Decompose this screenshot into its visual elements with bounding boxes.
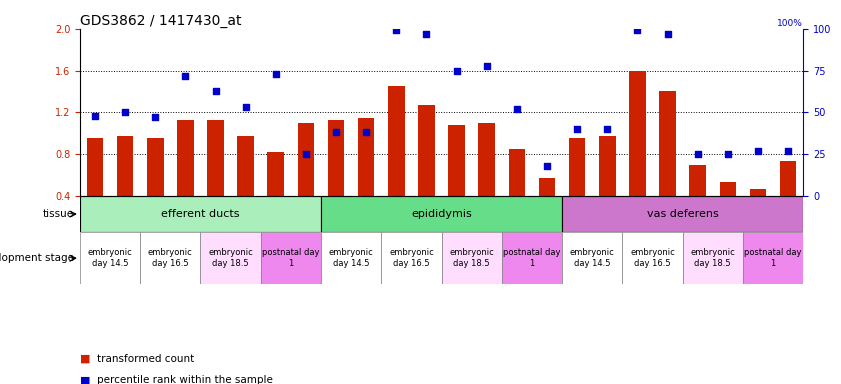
Point: [721, 151, 734, 157]
Point: [239, 104, 252, 110]
Point: [631, 27, 644, 33]
Bar: [659, 91, 676, 196]
Bar: [80, 232, 140, 284]
Bar: [358, 118, 374, 196]
Text: GDS3862 / 1417430_at: GDS3862 / 1417430_at: [80, 14, 241, 28]
Point: [389, 27, 403, 33]
Point: [691, 151, 705, 157]
Point: [119, 109, 132, 115]
Bar: [177, 120, 193, 196]
Point: [149, 114, 162, 121]
Bar: [267, 152, 284, 196]
Text: embryonic
day 14.5: embryonic day 14.5: [570, 248, 615, 268]
Bar: [237, 136, 254, 196]
Bar: [418, 105, 435, 196]
Bar: [321, 232, 381, 284]
Text: ■: ■: [80, 375, 90, 384]
Text: vas deferens: vas deferens: [647, 209, 718, 219]
Point: [510, 106, 524, 112]
Bar: [140, 232, 200, 284]
Bar: [780, 161, 796, 196]
Point: [359, 129, 373, 136]
Text: percentile rank within the sample: percentile rank within the sample: [97, 375, 272, 384]
Bar: [200, 232, 261, 284]
Bar: [381, 232, 442, 284]
Bar: [509, 149, 525, 196]
Bar: [388, 86, 405, 196]
Point: [661, 31, 674, 37]
Bar: [743, 232, 803, 284]
Text: embryonic
day 18.5: embryonic day 18.5: [209, 248, 253, 268]
Text: epididymis: epididymis: [411, 209, 472, 219]
Text: 100%: 100%: [777, 19, 803, 28]
Point: [420, 31, 433, 37]
Bar: [207, 120, 224, 196]
Bar: [502, 232, 562, 284]
Point: [330, 129, 343, 136]
Point: [781, 148, 795, 154]
Point: [751, 148, 764, 154]
Bar: [328, 120, 344, 196]
Text: postnatal day
1: postnatal day 1: [744, 248, 801, 268]
Text: embryonic
day 18.5: embryonic day 18.5: [690, 248, 735, 268]
Point: [480, 63, 494, 69]
Point: [209, 88, 222, 94]
Point: [299, 151, 313, 157]
Text: transformed count: transformed count: [97, 354, 194, 364]
Bar: [599, 136, 616, 196]
Bar: [298, 123, 315, 196]
Bar: [117, 136, 134, 196]
Text: postnatal day
1: postnatal day 1: [262, 248, 320, 268]
Text: embryonic
day 18.5: embryonic day 18.5: [449, 248, 494, 268]
Point: [570, 126, 584, 132]
Point: [88, 113, 102, 119]
Point: [178, 73, 192, 79]
Bar: [87, 138, 103, 196]
Bar: [749, 189, 766, 196]
Bar: [147, 138, 163, 196]
Bar: [683, 232, 743, 284]
Bar: [690, 164, 706, 196]
Text: embryonic
day 16.5: embryonic day 16.5: [630, 248, 674, 268]
Bar: [720, 182, 736, 196]
Bar: [562, 232, 622, 284]
Bar: [569, 138, 585, 196]
Bar: [321, 196, 562, 232]
Point: [600, 126, 614, 132]
Bar: [562, 196, 803, 232]
Bar: [622, 232, 683, 284]
Bar: [629, 71, 646, 196]
Text: efferent ducts: efferent ducts: [161, 209, 240, 219]
Point: [540, 163, 553, 169]
Text: tissue: tissue: [43, 209, 74, 219]
Bar: [539, 178, 555, 196]
Text: embryonic
day 14.5: embryonic day 14.5: [329, 248, 373, 268]
Point: [450, 68, 463, 74]
Bar: [80, 196, 321, 232]
Text: embryonic
day 14.5: embryonic day 14.5: [87, 248, 132, 268]
Text: development stage: development stage: [0, 253, 74, 263]
Text: embryonic
day 16.5: embryonic day 16.5: [148, 248, 193, 268]
Bar: [448, 125, 465, 196]
Bar: [261, 232, 321, 284]
Text: ■: ■: [80, 354, 90, 364]
Text: postnatal day
1: postnatal day 1: [503, 248, 561, 268]
Point: [269, 71, 283, 77]
Bar: [479, 123, 495, 196]
Bar: [442, 232, 502, 284]
Text: embryonic
day 16.5: embryonic day 16.5: [389, 248, 434, 268]
